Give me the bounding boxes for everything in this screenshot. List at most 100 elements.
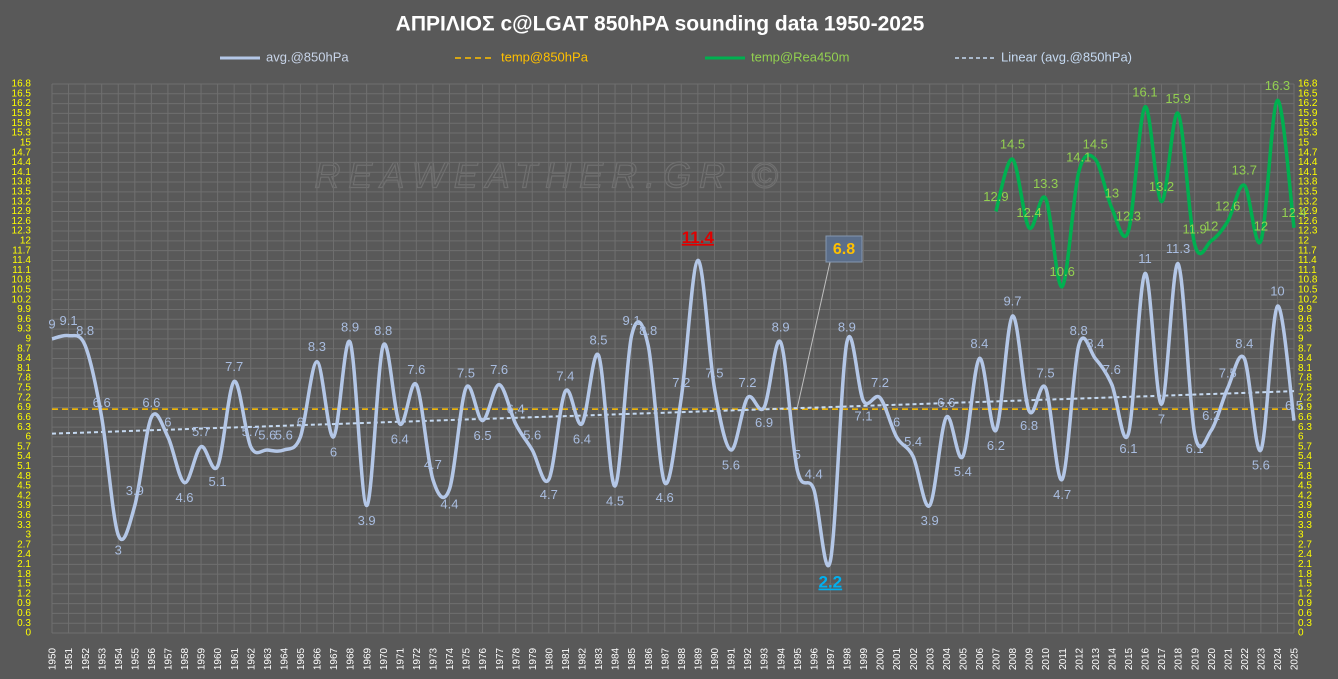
- data-label: 6.6: [142, 395, 160, 410]
- data-label: 10.6: [1050, 264, 1075, 279]
- y-tick-label: 3.3: [17, 520, 31, 531]
- y2-tick-label: 16.8: [1298, 79, 1318, 90]
- data-label: 5.6: [275, 427, 293, 442]
- data-label: 6.5: [474, 428, 492, 443]
- y2-tick-label: 13.2: [1298, 196, 1318, 207]
- data-label: 6.8: [1020, 418, 1038, 433]
- data-label: 2.2: [818, 573, 842, 592]
- x-tick-label: 2005: [958, 647, 969, 670]
- y-tick-label: 13.8: [12, 177, 32, 188]
- y2-tick-label: 6.6: [1298, 412, 1312, 423]
- data-label: 12: [1254, 218, 1268, 233]
- y-tick-label: 7.5: [17, 383, 31, 394]
- y-tick-label: 11.4: [12, 255, 31, 266]
- data-label: 6: [893, 414, 900, 429]
- y2-tick-label: 2.7: [1298, 539, 1312, 550]
- x-tick-label: 1956: [147, 647, 158, 670]
- data-label: 5.6: [722, 457, 740, 472]
- data-label: 7.5: [1037, 365, 1055, 380]
- data-label: 6: [164, 414, 171, 429]
- y-tick-label: 8.4: [17, 353, 31, 364]
- y-tick-label: 12.9: [12, 206, 32, 217]
- y-tick-label: 1.2: [17, 588, 31, 599]
- data-label: 4.5: [606, 493, 624, 508]
- x-tick-label: 1997: [826, 647, 837, 670]
- x-tick-label: 2017: [1157, 647, 1168, 670]
- x-tick-label: 1969: [362, 647, 373, 670]
- x-tick-label: 1978: [511, 647, 522, 670]
- x-tick-label: 2000: [876, 647, 887, 670]
- data-label: 9.1: [60, 313, 78, 328]
- legend-label: temp@850hPa: [501, 49, 589, 64]
- y2-tick-label: 6.9: [1298, 402, 1312, 413]
- y-tick-label: 15: [20, 137, 32, 148]
- y2-tick-label: 11.1: [1298, 265, 1317, 276]
- x-tick-label: 2006: [975, 647, 986, 670]
- x-tick-label: 2016: [1141, 647, 1152, 670]
- data-label: 4.6: [656, 490, 674, 505]
- x-tick-label: 2001: [892, 647, 903, 670]
- data-label: 15.9: [1165, 91, 1190, 106]
- data-label: 6.2: [1202, 408, 1220, 423]
- data-label: 5.4: [904, 434, 922, 449]
- x-tick-label: 2004: [942, 647, 953, 670]
- x-tick-label: 2025: [1290, 647, 1301, 670]
- y-tick-label: 6.9: [17, 402, 31, 413]
- data-label: 5.7: [242, 424, 260, 439]
- data-label: 7.2: [738, 375, 756, 390]
- data-label: 4.7: [424, 457, 442, 472]
- y-tick-label: 12: [20, 235, 32, 246]
- y-tick-label: 15.9: [12, 108, 32, 119]
- data-label: 4.7: [540, 487, 558, 502]
- x-tick-label: 1970: [379, 647, 390, 670]
- x-tick-label: 1967: [329, 647, 340, 670]
- y2-tick-label: 2.1: [1298, 559, 1312, 570]
- data-label: 12.4: [1016, 205, 1041, 220]
- y-tick-label: 14.1: [12, 167, 32, 178]
- y2-tick-label: 4.2: [1298, 490, 1312, 501]
- y-tick-label: 16.5: [12, 88, 32, 99]
- x-tick-label: 1994: [776, 647, 787, 670]
- y2-tick-label: 15: [1298, 137, 1310, 148]
- data-label: 11.3: [1166, 241, 1190, 256]
- y2-tick-label: 9.6: [1298, 314, 1312, 325]
- y2-tick-label: 5.7: [1298, 441, 1312, 452]
- y-tick-label: 6.3: [17, 422, 31, 433]
- data-label: 6.1: [1186, 441, 1204, 456]
- x-tick-label: 1973: [429, 647, 440, 670]
- data-label: 4.7: [1053, 487, 1071, 502]
- data-label: 16.3: [1265, 78, 1290, 93]
- x-tick-label: 1963: [263, 647, 274, 670]
- data-label: 9.1: [623, 313, 641, 328]
- data-label: 6: [330, 444, 337, 459]
- x-tick-label: 1960: [213, 647, 224, 670]
- chart-title: ΑΠΡΙΛΙΟΣ c@LGAT 850hPA sounding data 195…: [396, 13, 925, 36]
- y2-tick-label: 7.8: [1298, 373, 1312, 384]
- y2-tick-label: 3.6: [1298, 510, 1312, 521]
- data-label: 6.9: [755, 415, 773, 430]
- data-label: 6.4: [507, 401, 525, 416]
- data-label: 8.9: [772, 320, 790, 335]
- y2-tick-label: 16.2: [1298, 98, 1318, 109]
- x-tick-label: 1996: [809, 647, 820, 670]
- y2-tick-label: 4.8: [1298, 471, 1312, 482]
- y-tick-label: 10.5: [12, 285, 32, 296]
- data-label: 6.4: [391, 431, 409, 446]
- data-label: 7.7: [225, 359, 243, 374]
- y2-tick-label: 14.7: [1298, 147, 1318, 158]
- x-tick-label: 2012: [1074, 647, 1085, 670]
- x-tick-label: 2022: [1240, 647, 1251, 670]
- y2-tick-label: 11.7: [1298, 245, 1317, 256]
- y2-tick-label: 6: [1298, 432, 1304, 443]
- y-tick-label: 9: [25, 334, 31, 345]
- x-tick-label: 1965: [296, 647, 307, 670]
- data-line: [51, 258, 1296, 568]
- x-tick-label: 1950: [48, 647, 59, 670]
- y-tick-label: 6.6: [17, 412, 31, 423]
- y2-tick-label: 0.9: [1298, 598, 1312, 609]
- y-tick-label: 7.8: [17, 373, 31, 384]
- x-tick-label: 1999: [859, 647, 870, 670]
- x-tick-label: 1991: [727, 647, 738, 670]
- data-label: 7.5: [705, 365, 723, 380]
